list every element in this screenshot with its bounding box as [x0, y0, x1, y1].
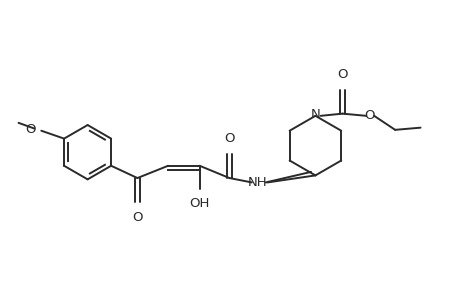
- Text: O: O: [364, 109, 374, 122]
- Text: NH: NH: [247, 176, 267, 189]
- Text: O: O: [224, 132, 234, 145]
- Text: O: O: [26, 123, 36, 136]
- Text: O: O: [132, 211, 142, 224]
- Text: O: O: [336, 68, 347, 81]
- Text: N: N: [310, 109, 319, 122]
- Text: OH: OH: [189, 197, 209, 210]
